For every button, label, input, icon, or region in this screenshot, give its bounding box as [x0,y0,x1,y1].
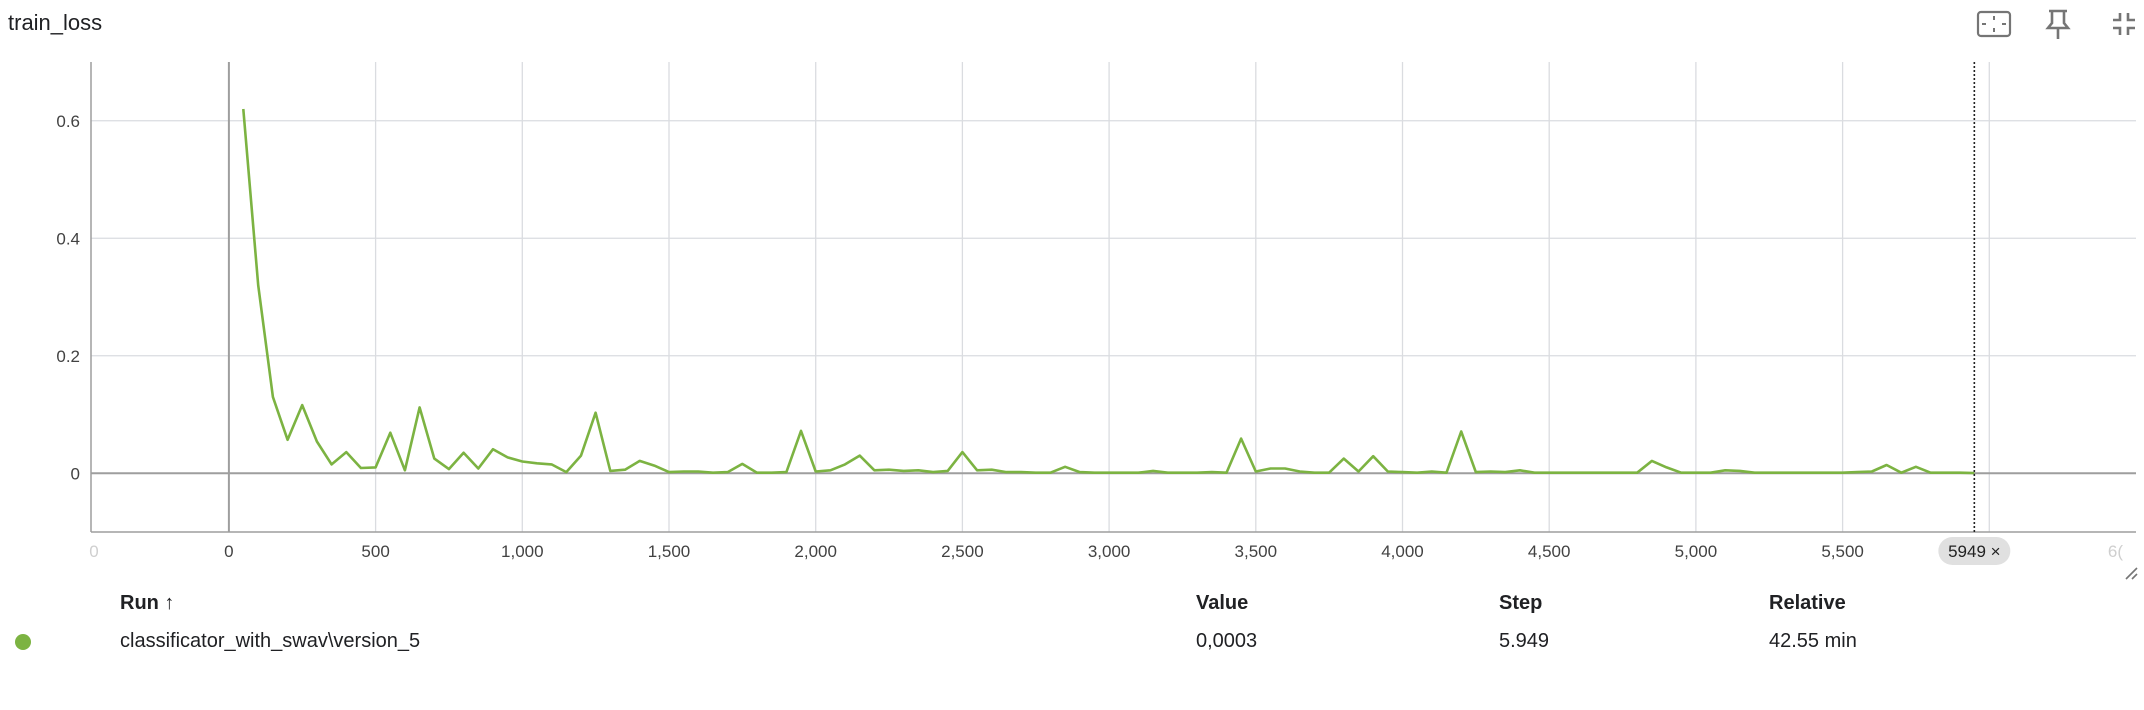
x-tick-label: 5,500 [1821,542,1864,561]
fit-domain-button[interactable] [1974,6,2014,42]
line-chart[interactable]: 0 0.2 0.4 0.6 0 500 1,000 1,500 2,000 2,500 3,000 3… [0,0,2144,585]
x-tick-label: 5,000 [1675,542,1718,561]
x-tick-label-faded: 6( [2108,542,2123,561]
x-tick-label-faded: 0 [89,542,98,561]
series-line [242,108,1975,475]
y-tick-label: 0.6 [56,112,80,131]
x-tick-label: 4,000 [1381,542,1424,561]
hover-layer: 5949 × [1938,62,2011,565]
grid-layer [91,62,2136,532]
pin-button[interactable] [2038,6,2078,42]
hover-step-chip [1938,537,2011,565]
x-tick-label: 1,500 [648,542,691,561]
x-tick-label: 1,000 [501,542,544,561]
value-cell: 0,0003 [1196,630,1258,652]
y-tick-label: 0 [71,464,80,483]
relative-column-header[interactable]: Relative [1769,592,1846,614]
x-tick-label: 0 [224,542,233,561]
x-tick-label: 3,000 [1088,542,1131,561]
step-column-header[interactable]: Step [1499,592,1543,614]
series-layer [242,108,1975,475]
y-tick-label: 0.4 [56,229,80,248]
collapse-button[interactable] [2104,6,2144,42]
tick-layer: 0 0.2 0.4 0.6 0 500 1,000 1,500 2,000 2,500 3,000 3… [56,112,2123,561]
resize-handle[interactable] [2124,566,2138,585]
run-name-cell: classificator_with_swav\version_5 [120,630,421,652]
step-cell: 5.949 [1499,630,1550,652]
x-tick-label: 2,000 [794,542,837,561]
axis-layer [90,62,2136,533]
run-column-header[interactable]: Run ↑ [120,592,175,614]
y-tick-label: 0.2 [56,347,80,366]
x-tick-label: 500 [361,542,389,561]
fit-domain-icon [1976,10,2012,38]
x-tick-label: 4,500 [1528,542,1571,561]
x-tick-label: 3,500 [1235,542,1278,561]
collapse-icon [2113,13,2135,35]
relative-cell: 42.55 min [1769,630,1857,652]
pin-icon [2045,9,2071,39]
value-column-header[interactable]: Value [1196,592,1249,614]
hover-step-label: 5949 × [1948,542,2000,561]
run-color-dot [15,634,31,650]
x-tick-label: 2,500 [941,542,984,561]
resize-icon [2125,567,2138,580]
chart-title: train_loss [8,10,103,35]
